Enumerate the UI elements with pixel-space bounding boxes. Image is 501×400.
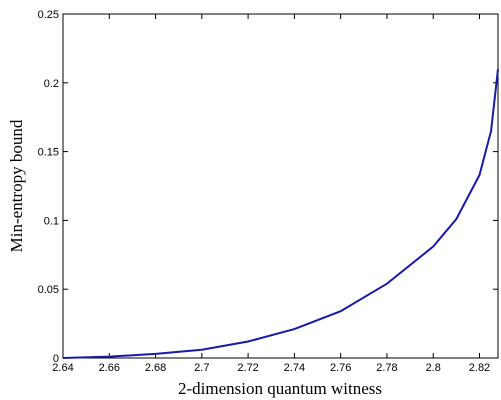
x-tick-label: 2.68 (145, 362, 166, 374)
y-axis: 0 0.05 0.1 0.15 0.2 0.25 (38, 9, 498, 365)
series-line (62, 68, 499, 359)
y-tick-label: 0 (53, 353, 59, 365)
x-tick-label: 2.72 (237, 362, 258, 374)
y-tick-label: 0.1 (44, 215, 59, 227)
x-tick-label: 2.74 (284, 362, 305, 374)
y-tick-label: 0.2 (44, 78, 59, 90)
y-tick-label: 0.15 (38, 147, 59, 159)
x-tick-label: 2.8 (426, 362, 441, 374)
x-axis: 2.64 2.66 2.68 2.7 2.72 2.74 2.76 2.78 2.8 2.82 (52, 14, 490, 374)
x-axis-label: 2-dimension quantum witness (178, 379, 382, 398)
x-tick-label: 2.64 (52, 362, 73, 374)
x-tick-label: 2.7 (194, 362, 209, 374)
y-tick-label: 0.25 (38, 9, 59, 21)
x-tick-label: 2.82 (469, 362, 490, 374)
y-tick-label: 0.05 (38, 284, 59, 296)
x-tick-label: 2.66 (99, 362, 120, 374)
y-axis-label: Min-entropy bound (7, 119, 26, 252)
x-tick-label: 2.76 (330, 362, 351, 374)
x-tick-label: 2.78 (376, 362, 397, 374)
plot-area (62, 13, 499, 359)
